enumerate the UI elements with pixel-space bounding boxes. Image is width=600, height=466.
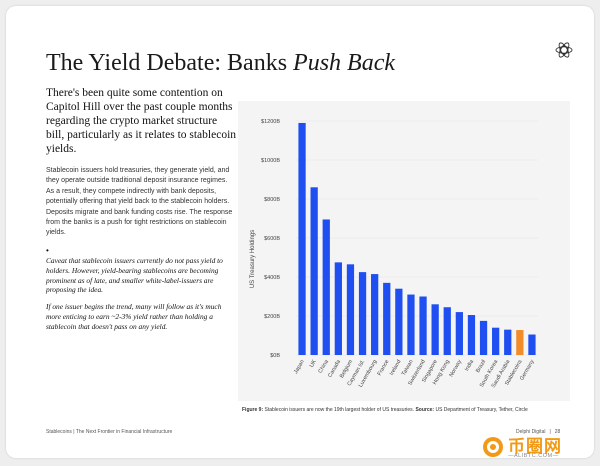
caveat-quote: Caveat that stablecoin issuers currently… [46, 256, 223, 295]
trend-quote: If one issuer begins the trend, many wil… [46, 302, 222, 331]
bar-uk [310, 187, 318, 355]
bar-canada [334, 262, 342, 355]
page-title: The Yield Debate: Banks Push Back [46, 50, 395, 77]
footer-separator: | [549, 429, 551, 435]
y-axis-label: US Treasury Holdings [250, 230, 256, 288]
bar-saudi-arabia [504, 329, 512, 355]
y-tick-label: $200B [264, 314, 280, 320]
watermark-text: 币圈网 [508, 437, 562, 457]
bar-switzerland [419, 296, 427, 355]
bar-belgium [346, 264, 355, 355]
delphi-logo-icon [555, 42, 573, 58]
bar-taiwan [407, 294, 415, 355]
bar-china [322, 219, 330, 355]
footer-brand: Delphi Digital | 28 [514, 429, 562, 435]
bar-chart: $0B $200B $400B $600B $800B $1000B $1200B Japan… [250, 119, 538, 389]
figure-caption: Figure 9: Stablecoin issuers are now the… [242, 407, 582, 413]
lead-paragraph: There's been quite some contention on Ca… [46, 87, 237, 155]
bar-brazil [479, 320, 488, 355]
bar-layer [298, 122, 536, 355]
bar-ireland [395, 288, 403, 355]
slide: The Yield Debate: Banks Push Back There'… [6, 6, 594, 458]
bullet-marker: • [46, 246, 49, 255]
grid-layer [296, 120, 538, 356]
x-tick-label: Brazil [475, 359, 487, 374]
caption-source: US Department of Treasury, Tether, Circl… [434, 407, 528, 413]
caption-figure-label: Figure 9: [242, 407, 264, 413]
bar-luxembourg [371, 274, 379, 355]
watermark-logo-icon [483, 437, 503, 457]
bar-cayman-isl [358, 272, 367, 355]
page-number: 28 [554, 429, 561, 435]
title-text: The Yield Debate: Banks [46, 50, 294, 76]
caption-source-label: Source: [415, 407, 435, 413]
footer-report-name: Stablecoins | The Next Frontier in Finan… [46, 429, 173, 435]
y-tick-label: $800B [264, 197, 280, 203]
caption-text: Stablecoin issuers are now the 19th larg… [263, 407, 416, 413]
y-tick-label: $0B [270, 353, 280, 359]
bar-hong-kong [443, 307, 451, 355]
bar-japan [298, 122, 306, 355]
x-tick-label: Japan [293, 359, 306, 375]
title-italic-text: Push Back [293, 50, 396, 76]
bar-france [383, 282, 391, 355]
y-tick-label: $400B [264, 275, 280, 281]
footer-brand-name: Delphi Digital [516, 429, 546, 435]
y-tick-label: $600B [264, 236, 280, 242]
y-tick-label: $1200B [261, 119, 280, 125]
bar-south-korea [492, 327, 500, 355]
bar-india [467, 315, 476, 355]
bar-stablecoins [516, 330, 524, 355]
x-tick-label: UK [309, 359, 318, 369]
body-paragraph: Stablecoin issuers hold treasuries, they… [46, 167, 233, 237]
y-tick-label: $1000B [261, 158, 280, 164]
x-tick-label: India [464, 358, 476, 372]
chart-panel: $0B $200B $400B $600B $800B $1000B $1200B Japan… [238, 101, 570, 401]
bar-norway [455, 312, 463, 355]
watermark-url: —ALIBTC.COM— [508, 453, 559, 459]
x-tick-label: Norway [449, 359, 464, 378]
watermark: 币圈网 —ALIBTC.COM— [476, 432, 588, 462]
bar-germany [528, 334, 536, 355]
bar-singapore [431, 304, 439, 355]
